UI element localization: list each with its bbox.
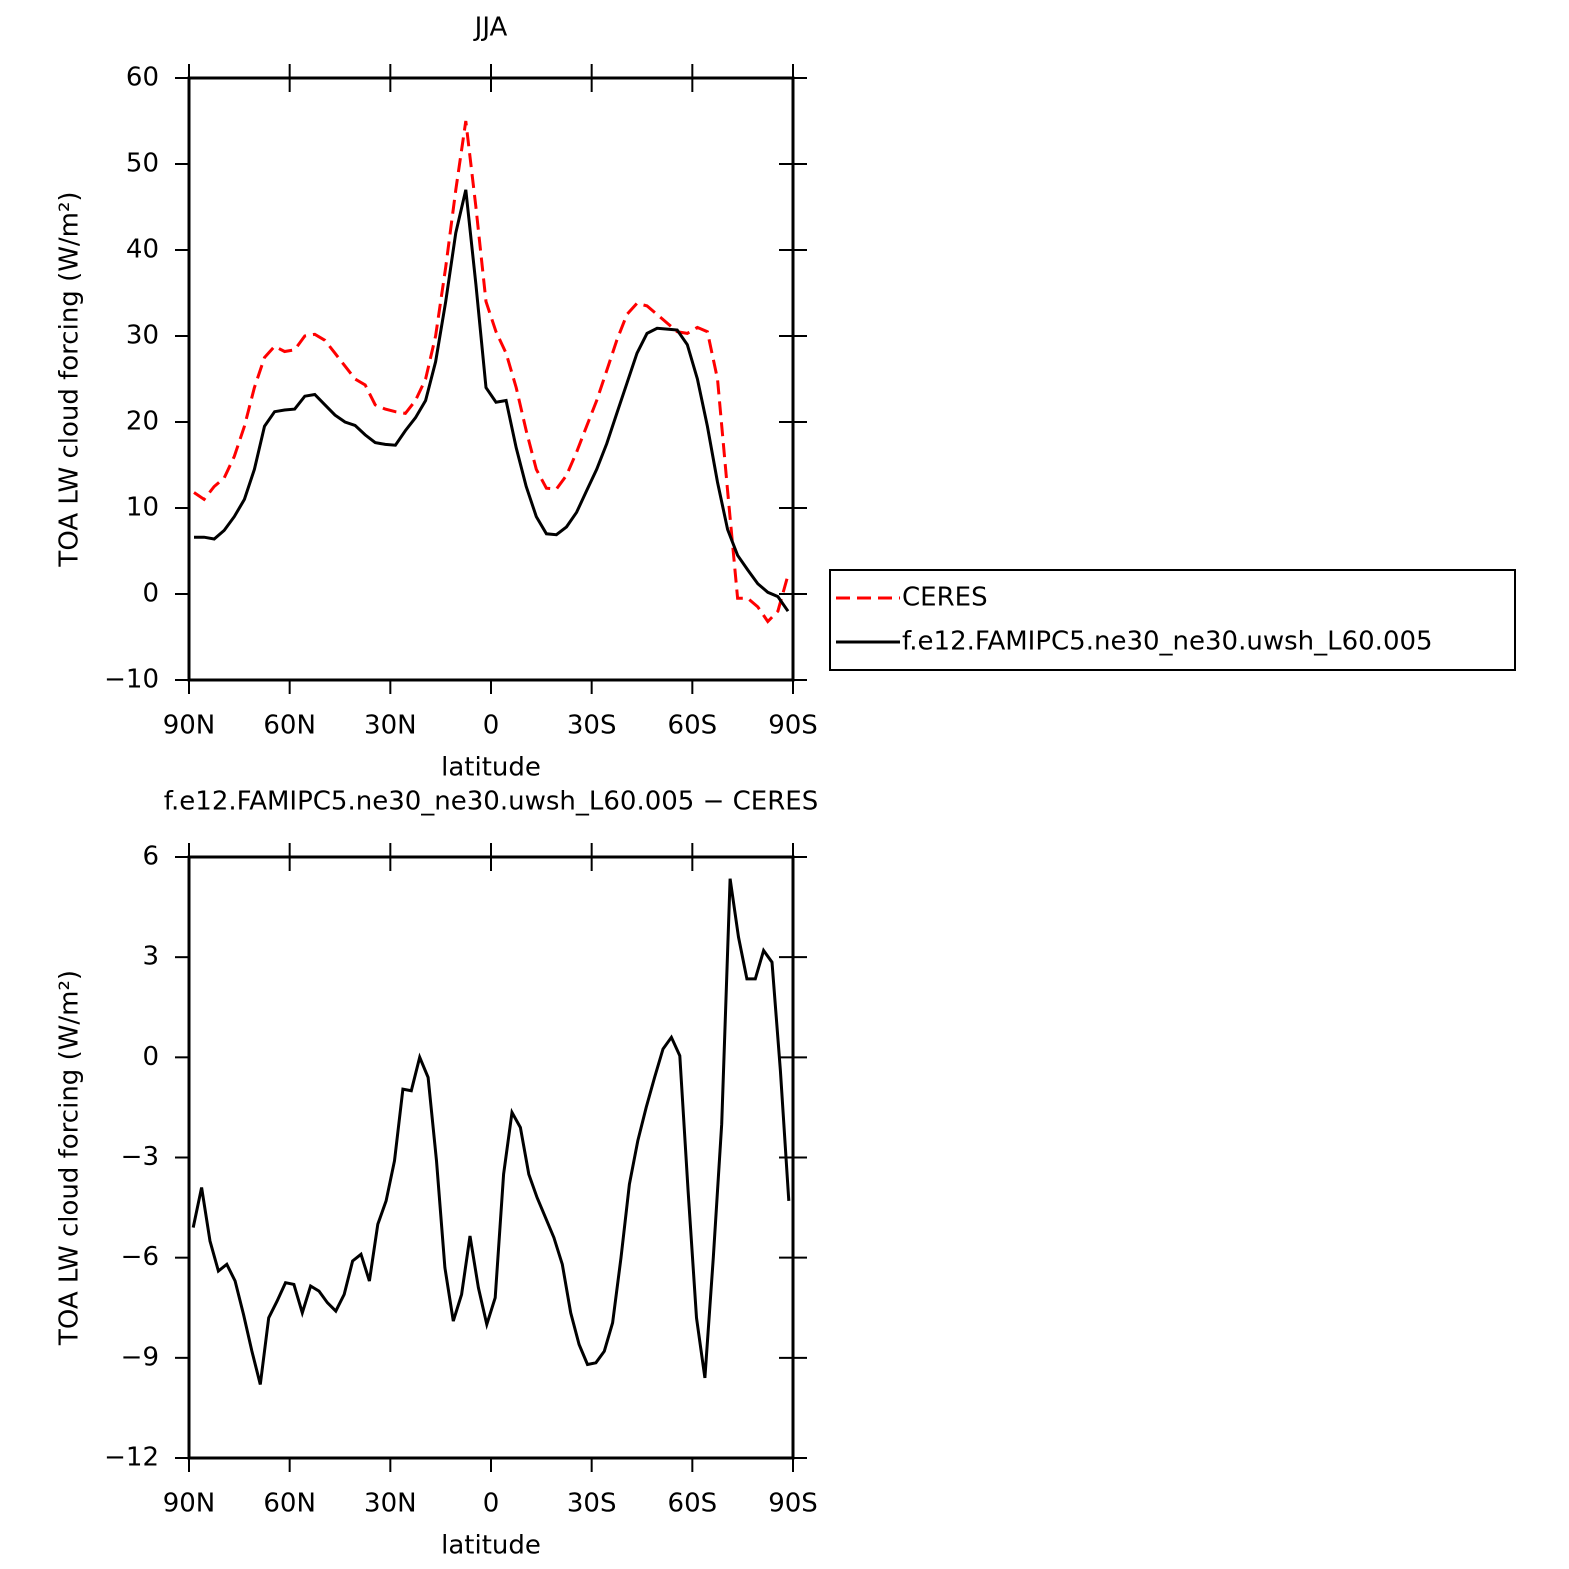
x-tick-label: 30N <box>364 711 417 741</box>
y-tick-label: 6 <box>142 842 159 872</box>
x-tick-label: 90S <box>768 1489 818 1519</box>
y-tick-label: 10 <box>126 493 159 523</box>
x-tick-label: 30N <box>364 1489 417 1519</box>
x-tick-label: 0 <box>483 1489 500 1519</box>
y-tick-label: 50 <box>126 149 159 179</box>
data-line <box>194 189 790 613</box>
y-tick-label: 3 <box>142 942 159 972</box>
y-tick-label: 30 <box>126 321 159 351</box>
plot-frame <box>187 76 795 682</box>
x-tick-label: 30S <box>567 1489 617 1519</box>
y-tick-label: −10 <box>104 665 159 695</box>
y-tick-label: −9 <box>121 1342 159 1372</box>
y-tick-label: 60 <box>126 63 159 93</box>
plot-frame <box>187 855 795 1460</box>
legend-box <box>829 569 1516 671</box>
x-tick-label: 90N <box>163 1489 216 1519</box>
data-line <box>193 120 790 624</box>
x-tick-label: 60S <box>668 1489 718 1519</box>
y-tick-label: 40 <box>126 235 159 265</box>
data-line <box>191 878 791 1385</box>
x-axis-label: latitude <box>441 1531 541 1561</box>
x-tick-label: 60S <box>668 711 718 741</box>
y-tick-label: −12 <box>104 1443 159 1473</box>
chart-title: JJA <box>473 13 508 43</box>
x-tick-label: 60N <box>263 711 316 741</box>
x-tick-label: 90N <box>163 711 216 741</box>
y-tick-label: 0 <box>142 579 159 609</box>
y-axis-label: TOA LW cloud forcing (W/m²) <box>55 970 85 1346</box>
legend-label: CERES <box>902 583 988 613</box>
x-tick-label: 60N <box>263 1489 316 1519</box>
x-tick-label: 30S <box>567 711 617 741</box>
y-tick-label: 20 <box>126 407 159 437</box>
chart-title: f.e12.FAMIPC5.ne30_ne30.uwsh_L60.005 − C… <box>164 787 818 817</box>
legend-label: f.e12.FAMIPC5.ne30_ne30.uwsh_L60.005 <box>902 627 1433 657</box>
x-tick-label: 0 <box>483 711 500 741</box>
y-axis-label: TOA LW cloud forcing (W/m²) <box>55 191 85 567</box>
y-tick-label: 0 <box>142 1042 159 1072</box>
y-tick-label: −6 <box>121 1242 159 1272</box>
x-tick-label: 90S <box>768 711 818 741</box>
x-axis-label: latitude <box>441 753 541 783</box>
y-tick-label: −3 <box>121 1142 159 1172</box>
